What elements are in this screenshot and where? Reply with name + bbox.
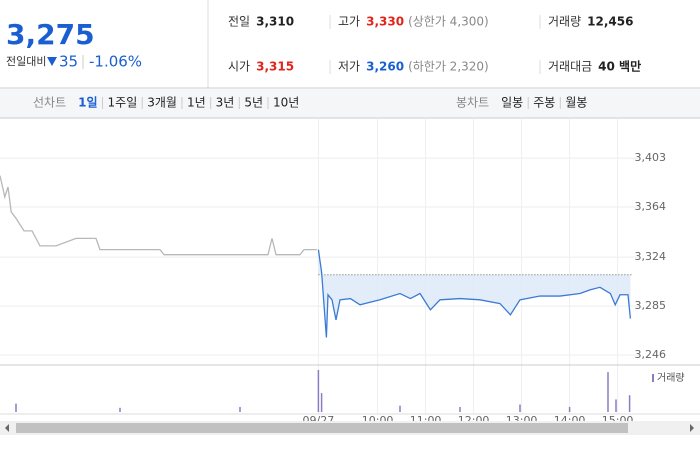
- tab-label: 선차트: [33, 96, 66, 110]
- y-tick-label: 3,364: [635, 200, 667, 213]
- price-line: [317, 249, 632, 338]
- quote-value: 12,456: [587, 15, 633, 29]
- volume-bar: [320, 393, 323, 412]
- y-tick-label: 3,324: [635, 250, 667, 263]
- quote-note: (상한가 4,300): [408, 15, 489, 29]
- tab[interactable]: 주봉: [533, 96, 555, 110]
- quote-label: 시가: [228, 60, 250, 74]
- quote-value: 40 백만: [598, 59, 641, 74]
- tab[interactable]: 월봉: [565, 96, 587, 110]
- volume-bar: [459, 406, 461, 412]
- quote-label: 고가: [338, 15, 360, 29]
- tab[interactable]: 3년: [216, 96, 235, 110]
- volume-bar: [568, 406, 571, 412]
- price: 3,275: [6, 18, 95, 51]
- quote-label: 저가: [338, 60, 360, 74]
- change: 35: [59, 53, 78, 71]
- change-rate: -1.06%: [89, 53, 142, 71]
- quote-label: 거래대금: [548, 60, 592, 74]
- volume-bar: [519, 404, 521, 412]
- tab[interactable]: 일봉: [501, 96, 523, 110]
- legend-swatch: [652, 374, 654, 382]
- quote-note: (하한가 2,320): [408, 60, 489, 74]
- legend-label: 거래량: [657, 372, 685, 384]
- quote-value: 3,315: [256, 60, 294, 74]
- volume-bar: [15, 403, 17, 412]
- y-tick-label: 3,403: [635, 151, 667, 164]
- quote-value: 3,330: [366, 15, 404, 29]
- y-tick-label: 3,285: [635, 299, 667, 312]
- quote-label: 거래량: [548, 15, 581, 29]
- tab[interactable]: 1년: [187, 96, 206, 110]
- quote-label: 전일: [228, 15, 250, 29]
- tab[interactable]: 1일: [78, 96, 97, 110]
- tab-bar: [0, 89, 700, 118]
- tab[interactable]: 1주일: [108, 96, 138, 110]
- change-label: 전일대비: [6, 54, 46, 68]
- area-fill: [318, 249, 631, 338]
- volume-bar: [615, 399, 617, 412]
- volume-bar: [607, 372, 609, 412]
- volume-bar: [317, 370, 320, 412]
- quote-value: 3,310: [256, 15, 294, 29]
- scrollbar-thumb[interactable]: [16, 423, 628, 433]
- volume-bar: [628, 395, 631, 412]
- tab[interactable]: 3개월: [147, 96, 177, 110]
- down-icon: [47, 57, 57, 66]
- volume-bar: [119, 407, 121, 412]
- scroll-right[interactable]: [690, 424, 694, 432]
- volume-bar: [239, 406, 241, 412]
- price-line: [0, 175, 317, 256]
- quote-value: 3,260: [366, 60, 404, 74]
- tab[interactable]: 5년: [244, 96, 263, 110]
- y-tick-label: 3,246: [635, 348, 667, 361]
- volume-bar: [399, 405, 401, 412]
- tab-label: 봉차트: [456, 96, 489, 110]
- scroll-left[interactable]: [5, 424, 9, 432]
- tab[interactable]: 10년: [273, 96, 299, 110]
